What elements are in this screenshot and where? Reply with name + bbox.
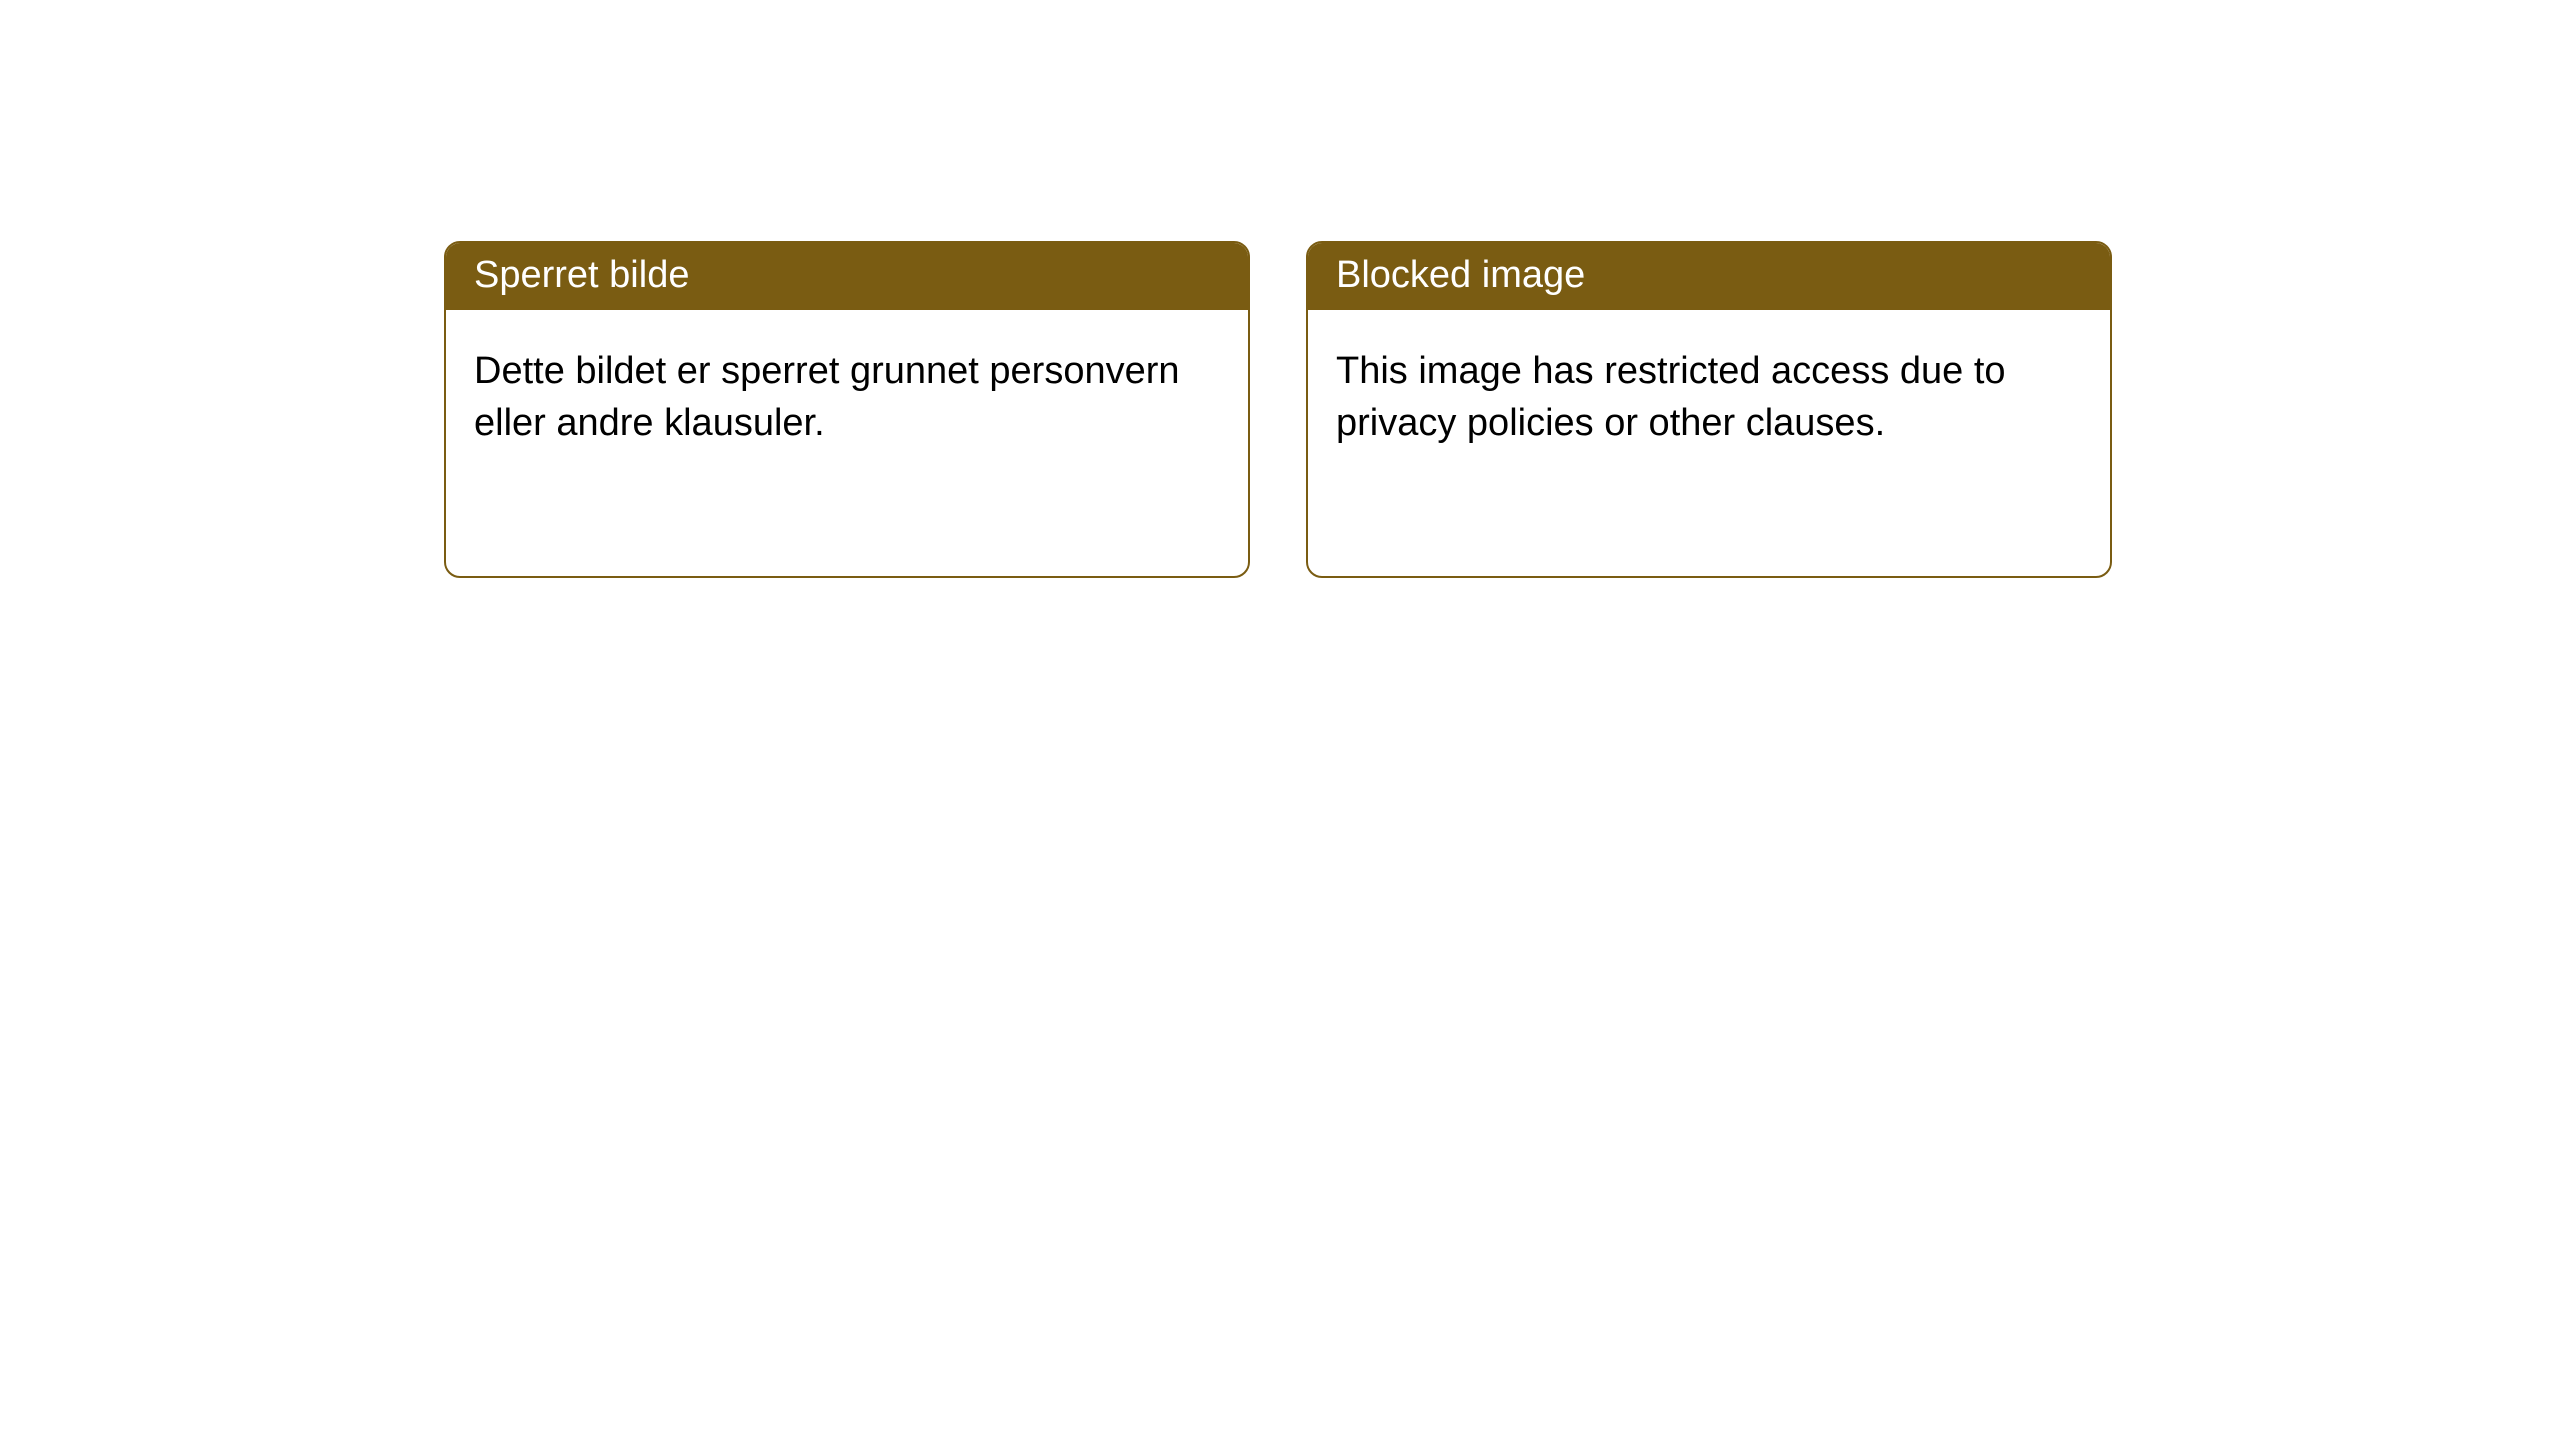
panel-body-no: Dette bildet er sperret grunnet personve… [446,310,1248,477]
panel-title-no: Sperret bilde [446,243,1248,310]
blocked-image-panel-en: Blocked image This image has restricted … [1306,241,2112,578]
notice-container: Sperret bilde Dette bildet er sperret gr… [0,0,2560,578]
panel-body-en: This image has restricted access due to … [1308,310,2110,477]
panel-title-en: Blocked image [1308,243,2110,310]
blocked-image-panel-no: Sperret bilde Dette bildet er sperret gr… [444,241,1250,578]
